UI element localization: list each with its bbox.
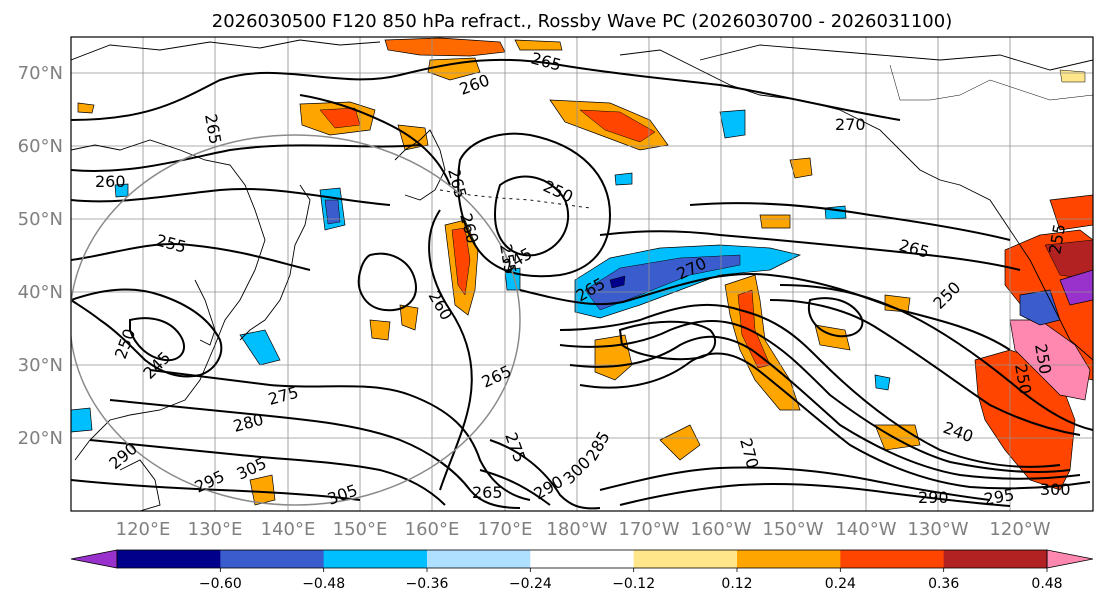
lon-label: 140°W bbox=[835, 519, 896, 540]
positive-anomaly-patch bbox=[249, 474, 276, 506]
lon-label: 170°E bbox=[478, 519, 533, 540]
colorbar-segment bbox=[840, 550, 945, 568]
colorbar-tick-label: −0.12 bbox=[612, 576, 655, 592]
lon-label: 130°W bbox=[907, 519, 968, 540]
lon-label: 150°E bbox=[333, 519, 388, 540]
negative-anomaly-patch bbox=[324, 199, 341, 225]
positive-anomaly-patch bbox=[1009, 319, 1091, 401]
map-frame bbox=[70, 36, 1094, 512]
colorbar-extend-low bbox=[70, 549, 118, 569]
positive-anomaly-patch bbox=[579, 109, 656, 143]
kamchatka-coastline bbox=[394, 129, 446, 201]
positive-anomaly-patch bbox=[1049, 194, 1093, 231]
asia-coastline bbox=[71, 139, 266, 461]
map-title: 2026030500 F120 850 hPa refract., Rossby… bbox=[212, 11, 953, 32]
coastlines bbox=[71, 39, 1093, 511]
contour-label: 270 bbox=[835, 115, 866, 134]
negative-anomaly-patch bbox=[609, 275, 626, 289]
contour-labels: 265 260 265 270 260 265 260 250 255 250 … bbox=[95, 49, 1071, 509]
contour-label: 265 bbox=[472, 483, 503, 502]
negative-anomaly-patch bbox=[239, 329, 281, 366]
positive-anomaly-patch bbox=[514, 39, 563, 51]
lat-label-50n: 50°N bbox=[18, 209, 63, 230]
colorbar-tick-label: 0.12 bbox=[721, 576, 752, 592]
lon-label: 120°E bbox=[116, 519, 171, 540]
positive-anomaly-patch bbox=[427, 57, 481, 81]
lon-label: 130°E bbox=[188, 519, 243, 540]
contour-label: 290 bbox=[918, 488, 949, 507]
positive-anomaly-patch bbox=[399, 304, 419, 331]
colorbar-tick-label: −0.60 bbox=[199, 576, 242, 592]
positive-anomaly-patch bbox=[384, 37, 506, 57]
gridlines bbox=[71, 37, 1093, 511]
lon-label: 140°E bbox=[261, 519, 316, 540]
colorbar-segment bbox=[737, 550, 841, 568]
positive-anomaly-patch bbox=[659, 424, 701, 461]
lat-label-60n: 60°N bbox=[18, 136, 63, 157]
longitude-labels: 120°E 130°E 140°E 150°E 160°E 170°E 180°… bbox=[116, 519, 1051, 540]
positive-anomaly-patch bbox=[451, 227, 471, 296]
colorbar-tick-label: −0.24 bbox=[509, 576, 552, 592]
colorbar-tick-label: −0.48 bbox=[302, 576, 345, 592]
alaska-coastline bbox=[619, 49, 1093, 361]
refractivity-contours bbox=[71, 58, 1093, 510]
colorbar-segment bbox=[427, 550, 531, 568]
lon-label: 160°E bbox=[405, 519, 460, 540]
colorbar: −0.60 −0.48 −0.36 −0.24 −0.12 0.12 0.24 0.36 0.4… bbox=[70, 549, 1094, 592]
lon-label: 120°W bbox=[989, 519, 1050, 540]
lat-label-70n: 70°N bbox=[18, 63, 63, 84]
negative-anomaly-patch bbox=[71, 407, 93, 433]
negative-anomaly-patch bbox=[584, 254, 741, 311]
great-circle bbox=[71, 134, 521, 506]
colorbar-segment bbox=[633, 550, 738, 568]
lon-label: 180°W bbox=[546, 519, 607, 540]
positive-anomaly-patch bbox=[759, 214, 791, 229]
contour-label: 300 bbox=[1040, 480, 1071, 499]
lon-label: 160°W bbox=[690, 519, 751, 540]
negative-anomaly-patch bbox=[874, 374, 891, 391]
canada-border bbox=[889, 64, 1093, 101]
positive-anomaly-patch bbox=[369, 319, 391, 341]
colorbar-segment bbox=[323, 550, 428, 568]
negative-anomaly-patch bbox=[614, 172, 633, 186]
japan-coastline bbox=[239, 184, 311, 341]
philippines-coastline bbox=[119, 459, 161, 511]
colorbar-tick-label: 0.48 bbox=[1031, 576, 1062, 592]
lat-label-30n: 30°N bbox=[18, 355, 63, 376]
lon-label: 150°W bbox=[762, 519, 823, 540]
positive-anomaly-patch bbox=[1044, 239, 1093, 281]
lat-label-20n: 20°N bbox=[18, 428, 63, 449]
positive-anomaly-patch bbox=[1059, 69, 1086, 83]
colorbar-segment bbox=[117, 550, 221, 568]
lon-label: 170°W bbox=[618, 519, 679, 540]
latitude-labels: 70°N 60°N 50°N 40°N 30°N 20°N bbox=[18, 63, 63, 449]
north-america-coastline bbox=[699, 44, 1093, 71]
colorbar-segment bbox=[220, 550, 325, 568]
asia-coastline bbox=[71, 39, 381, 61]
positive-anomaly-patch bbox=[77, 102, 95, 114]
colorbar-outline bbox=[116, 549, 1048, 569]
colorbar-segment bbox=[530, 550, 635, 568]
negative-anomaly-patch bbox=[1059, 269, 1093, 306]
map-content: 265 260 265 270 260 265 260 250 255 250 … bbox=[71, 37, 1093, 511]
colorbar-tick-label: 0.24 bbox=[825, 576, 856, 592]
contour-label: 260 bbox=[95, 172, 126, 191]
colorbar-tick-label: −0.36 bbox=[406, 576, 449, 592]
colorbar-extend-high bbox=[1046, 549, 1094, 569]
colorbar-tick-label: 0.36 bbox=[928, 576, 959, 592]
colorbar-segment bbox=[943, 550, 1048, 568]
negative-anomaly-patch bbox=[719, 109, 746, 139]
lat-label-40n: 40°N bbox=[18, 282, 63, 303]
